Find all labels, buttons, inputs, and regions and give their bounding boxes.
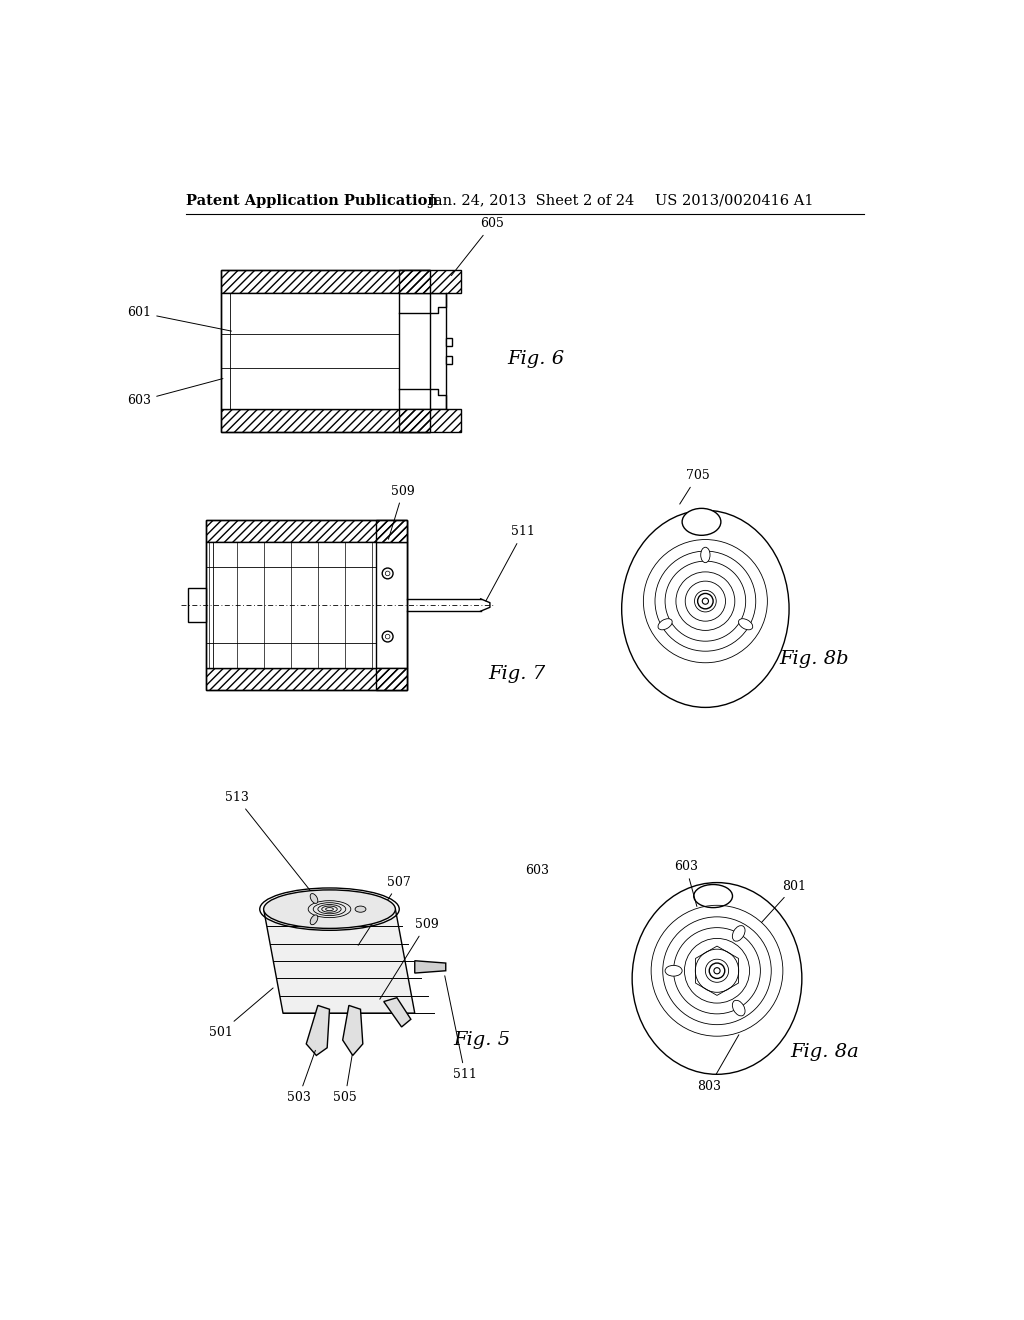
Ellipse shape xyxy=(310,915,317,925)
Polygon shape xyxy=(306,1006,330,1056)
Bar xyxy=(221,293,430,409)
Bar xyxy=(399,271,461,293)
Circle shape xyxy=(382,631,393,642)
Polygon shape xyxy=(263,909,415,1014)
Text: 603: 603 xyxy=(127,379,223,408)
Bar xyxy=(221,409,430,432)
Ellipse shape xyxy=(732,925,745,941)
Polygon shape xyxy=(384,998,411,1027)
Text: 509: 509 xyxy=(380,917,438,999)
Ellipse shape xyxy=(310,894,317,903)
Ellipse shape xyxy=(355,906,366,912)
Circle shape xyxy=(382,568,393,579)
Ellipse shape xyxy=(263,890,395,928)
Bar xyxy=(399,271,461,293)
Text: 511: 511 xyxy=(444,975,477,1081)
Text: 603: 603 xyxy=(674,861,698,907)
Text: 507: 507 xyxy=(358,875,411,945)
Bar xyxy=(221,271,430,432)
Ellipse shape xyxy=(693,884,732,908)
Text: Fig. 7: Fig. 7 xyxy=(488,665,546,684)
Polygon shape xyxy=(343,1006,362,1056)
Text: 501: 501 xyxy=(209,987,273,1039)
Text: 603: 603 xyxy=(525,865,549,878)
Text: 513: 513 xyxy=(224,791,312,894)
Bar xyxy=(376,543,407,668)
Ellipse shape xyxy=(632,883,802,1074)
Bar xyxy=(188,587,206,622)
Bar xyxy=(399,293,445,409)
Bar xyxy=(376,668,407,689)
Text: Fig. 8b: Fig. 8b xyxy=(779,649,849,668)
Bar xyxy=(399,409,461,432)
Text: 803: 803 xyxy=(697,1035,739,1093)
Bar xyxy=(376,520,407,541)
Text: Fig. 8a: Fig. 8a xyxy=(791,1043,859,1060)
Bar xyxy=(206,520,407,541)
Text: 503: 503 xyxy=(287,1051,315,1105)
Text: Fig. 5: Fig. 5 xyxy=(454,1031,511,1049)
Ellipse shape xyxy=(738,619,753,630)
Circle shape xyxy=(714,968,720,974)
Text: 511: 511 xyxy=(485,525,536,601)
Bar xyxy=(221,271,430,293)
Bar xyxy=(376,520,407,541)
Circle shape xyxy=(385,635,390,639)
Ellipse shape xyxy=(665,965,682,977)
Circle shape xyxy=(710,964,725,978)
Text: 705: 705 xyxy=(680,469,710,504)
Text: 601: 601 xyxy=(127,306,231,331)
Text: 505: 505 xyxy=(333,1055,357,1105)
Text: 509: 509 xyxy=(388,484,415,539)
Bar xyxy=(399,409,461,432)
Bar xyxy=(445,356,452,364)
Circle shape xyxy=(702,598,709,605)
Circle shape xyxy=(385,572,390,576)
Bar xyxy=(206,520,407,541)
Text: Patent Application Publication: Patent Application Publication xyxy=(186,194,438,207)
Bar xyxy=(206,668,407,689)
Text: 801: 801 xyxy=(762,879,807,923)
Bar xyxy=(206,520,407,689)
Bar xyxy=(376,668,407,689)
Bar xyxy=(206,543,407,668)
Text: Jan. 24, 2013  Sheet 2 of 24: Jan. 24, 2013 Sheet 2 of 24 xyxy=(429,194,635,207)
Ellipse shape xyxy=(700,548,710,562)
Bar xyxy=(445,338,452,346)
Bar xyxy=(206,668,407,689)
Bar xyxy=(221,271,430,293)
Circle shape xyxy=(697,594,713,609)
Ellipse shape xyxy=(622,511,790,708)
Bar xyxy=(221,409,430,432)
Ellipse shape xyxy=(682,508,721,536)
Text: Fig. 6: Fig. 6 xyxy=(508,350,565,367)
Polygon shape xyxy=(415,961,445,973)
Text: US 2013/0020416 A1: US 2013/0020416 A1 xyxy=(655,194,813,207)
Text: 605: 605 xyxy=(452,218,504,276)
Ellipse shape xyxy=(732,1001,745,1016)
Ellipse shape xyxy=(658,619,672,630)
